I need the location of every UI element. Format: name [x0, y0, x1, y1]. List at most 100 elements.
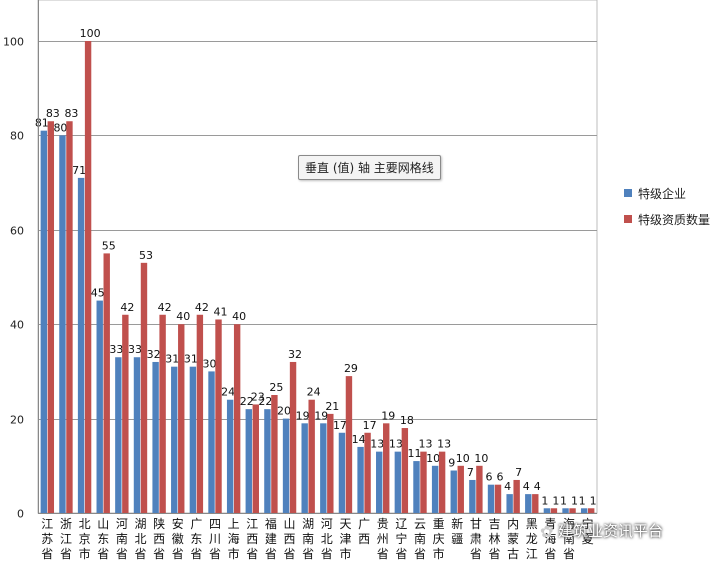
category-label-16: 天津市	[339, 517, 351, 561]
category-label-24: 吉林省	[489, 517, 501, 561]
category-label-27: 青海省	[544, 517, 556, 561]
category-label-1: 浙江省	[60, 517, 72, 561]
bar-0-28	[562, 508, 569, 513]
data-label-0-21: 10	[426, 452, 440, 465]
category-label-28: 海南省	[563, 516, 575, 561]
data-label-1-8: 42	[195, 301, 209, 314]
category-label-2: 北京市	[79, 517, 91, 561]
bar-0-29	[580, 508, 588, 513]
category-label-14: 湖南省	[302, 516, 314, 561]
legend-item-series-1[interactable]: 特级资质数量	[624, 206, 710, 232]
bar-0-26	[525, 494, 532, 513]
bar-0-23	[469, 479, 476, 513]
bar-1-6	[159, 314, 166, 513]
bar-1-19	[401, 428, 409, 513]
bar-0-5	[133, 357, 141, 513]
data-label-0-27: 1	[541, 494, 548, 507]
data-label-1-9: 41	[214, 305, 228, 318]
data-label-0-6: 32	[147, 348, 161, 361]
data-label-1-21: 13	[437, 438, 451, 451]
bar-0-25	[506, 494, 513, 513]
legend-label-series-0: 特级企业	[638, 186, 687, 201]
bar-0-10	[226, 399, 234, 513]
bar-1-28	[569, 508, 576, 513]
bar-0-16	[338, 432, 346, 513]
data-label-0-14: 19	[296, 409, 310, 422]
category-label-8: 广东省	[190, 517, 202, 561]
plot-area	[37, 0, 598, 514]
y-tick-label-0: 0	[17, 508, 24, 521]
category-label-21: 重庆市	[433, 517, 445, 561]
watermark: 建筑业资讯平台	[558, 522, 664, 540]
category-label-11: 江西省	[246, 517, 258, 561]
category-label-22: 新疆	[451, 516, 463, 546]
data-label-1-2: 100	[80, 27, 101, 40]
data-label-1-1: 83	[64, 107, 78, 120]
bar-1-5	[140, 262, 148, 513]
bar-1-4	[122, 314, 129, 513]
data-label-1-10: 40	[232, 310, 246, 323]
bar-1-18	[383, 423, 390, 513]
data-label-0-4: 33	[109, 343, 123, 356]
bar-1-1	[66, 121, 73, 514]
data-label-0-13: 20	[277, 405, 291, 418]
data-label-0-3: 45	[91, 287, 105, 300]
bar-0-2	[77, 177, 85, 513]
y-tick-label-20: 20	[10, 414, 24, 427]
bar-0-15	[320, 423, 327, 513]
bar-0-18	[376, 451, 383, 513]
data-label-0-2: 71	[72, 164, 86, 177]
data-label-0-8: 31	[184, 353, 198, 366]
data-label-1-12: 25	[269, 381, 283, 394]
bar-0-22	[450, 470, 457, 513]
data-label-1-16: 29	[344, 362, 358, 375]
data-label-1-4: 42	[120, 301, 134, 314]
bar-1-26	[532, 494, 539, 513]
bar-1-20	[420, 451, 427, 513]
bar-0-3	[96, 300, 103, 513]
data-label-0-16: 17	[333, 419, 347, 432]
category-label-12: 福建省	[265, 516, 277, 561]
data-label-0-28: 1	[560, 494, 567, 507]
category-label-0: 江苏省	[41, 517, 53, 561]
bar-0-14	[301, 423, 308, 513]
legend-item-series-0[interactable]: 特级企业	[624, 180, 710, 206]
data-label-1-15: 21	[325, 400, 339, 413]
bar-0-7	[171, 366, 178, 513]
data-label-0-15: 19	[314, 409, 328, 422]
category-label-17: 广西	[358, 517, 370, 546]
bar-0-11	[245, 409, 252, 513]
data-label-0-9: 30	[203, 357, 217, 370]
y-tick-label-100: 100	[3, 36, 24, 49]
data-label-1-11: 23	[251, 390, 265, 403]
bar-0-1	[59, 135, 66, 513]
bar-1-7	[178, 324, 185, 513]
data-label-1-22: 10	[456, 452, 470, 465]
data-label-0-1: 80	[53, 121, 67, 134]
legend-swatch-series-0	[624, 189, 632, 197]
category-label-26: 黑龙江	[526, 517, 538, 561]
data-label-1-19: 18	[400, 414, 414, 427]
y-tick-label-80: 80	[10, 130, 24, 143]
category-label-29: 宁夏	[582, 516, 594, 546]
data-label-1-3: 55	[102, 239, 116, 252]
data-label-1-24: 6	[497, 471, 504, 484]
category-label-4: 河南省	[116, 517, 128, 561]
bar-1-13	[289, 361, 297, 513]
data-label-1-6: 42	[158, 301, 172, 314]
bar-0-27	[543, 508, 551, 513]
bar-1-21	[438, 451, 446, 513]
bar-1-23	[476, 465, 483, 513]
bar-1-3	[103, 253, 110, 513]
bar-0-24	[487, 484, 495, 513]
gridline-tooltip: 垂直 (值) 轴 主要网格线	[298, 155, 441, 180]
bar-0-13	[282, 418, 290, 513]
bar-0-4	[115, 357, 122, 513]
data-label-0-23: 7	[467, 466, 474, 479]
bar-1-8	[196, 314, 204, 513]
bar-0-12	[264, 409, 271, 513]
category-label-6: 陕西省	[153, 516, 165, 561]
bar-1-16	[345, 376, 353, 513]
wechat-icon: ✿	[540, 522, 554, 541]
